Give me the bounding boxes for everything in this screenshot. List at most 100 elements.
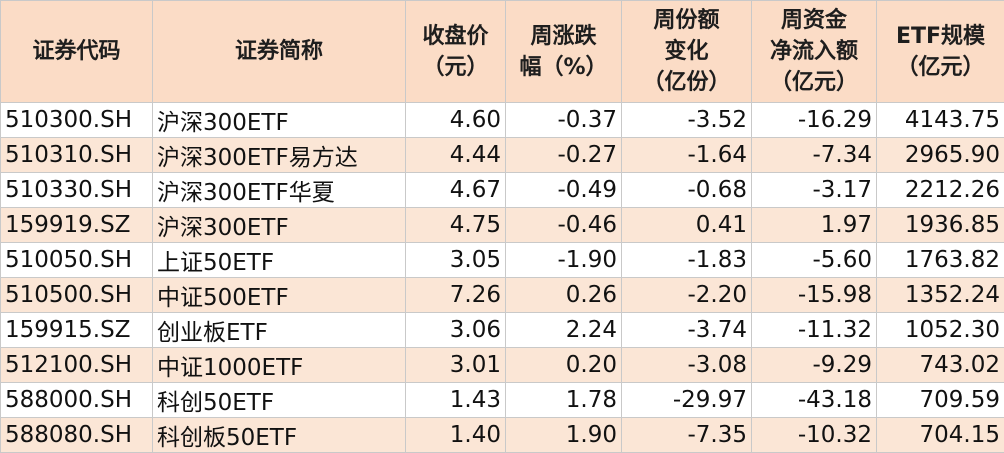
table-row: 159915.SZ 创业板ETF 3.06 2.24 -3.74 -11.32 …	[1, 313, 1004, 348]
cell-etf-size: 1052.30	[877, 313, 1004, 348]
table-header: 证券代码 证券简称 收盘价 （元） 周涨跌 幅（%） 周份额 变化 （亿份） 周…	[1, 1, 1004, 103]
header-security-code: 证券代码	[1, 1, 153, 103]
header-line: 证券代码	[5, 36, 148, 67]
cell-net-inflow: -43.18	[752, 383, 877, 418]
cell-etf-size: 1763.82	[877, 243, 1004, 278]
cell-etf-size: 743.02	[877, 348, 1004, 383]
cell-etf-size: 709.59	[877, 383, 1004, 418]
header-line: 周资金	[756, 5, 872, 36]
cell-security-code: 588000.SH	[1, 383, 153, 418]
cell-share-change: -7.35	[622, 418, 752, 453]
cell-security-name: 沪深300ETF易方达	[153, 138, 406, 173]
cell-weekly-change: -0.46	[506, 208, 622, 243]
cell-weekly-change: 2.24	[506, 313, 622, 348]
cell-security-code: 159915.SZ	[1, 313, 153, 348]
cell-net-inflow: 1.97	[752, 208, 877, 243]
header-line: 净流入额	[756, 36, 872, 67]
table-row: 510330.SH 沪深300ETF华夏 4.67 -0.49 -0.68 -3…	[1, 173, 1004, 208]
header-line: （亿元）	[881, 52, 1000, 83]
table-row: 510050.SH 上证50ETF 3.05 -1.90 -1.83 -5.60…	[1, 243, 1004, 278]
cell-close-price: 3.05	[406, 243, 506, 278]
cell-share-change: -2.20	[622, 278, 752, 313]
cell-security-name: 上证50ETF	[153, 243, 406, 278]
cell-security-code: 512100.SH	[1, 348, 153, 383]
cell-share-change: -0.68	[622, 173, 752, 208]
cell-net-inflow: -9.29	[752, 348, 877, 383]
cell-close-price: 1.40	[406, 418, 506, 453]
cell-net-inflow: -10.32	[752, 418, 877, 453]
cell-security-code: 159919.SZ	[1, 208, 153, 243]
cell-close-price: 7.26	[406, 278, 506, 313]
cell-security-name: 沪深300ETF华夏	[153, 173, 406, 208]
header-close-price: 收盘价 （元）	[406, 1, 506, 103]
cell-security-name: 沪深300ETF	[153, 208, 406, 243]
cell-close-price: 3.06	[406, 313, 506, 348]
cell-security-name: 沪深300ETF	[153, 103, 406, 138]
cell-etf-size: 4143.75	[877, 103, 1004, 138]
cell-weekly-change: -0.27	[506, 138, 622, 173]
table-row: 512100.SH 中证1000ETF 3.01 0.20 -3.08 -9.2…	[1, 348, 1004, 383]
cell-net-inflow: -11.32	[752, 313, 877, 348]
header-security-name: 证券简称	[153, 1, 406, 103]
header-line: （亿份）	[626, 67, 747, 98]
table-row: 588080.SH 科创板50ETF 1.40 1.90 -7.35 -10.3…	[1, 418, 1004, 453]
header-weekly-share-change: 周份额 变化 （亿份）	[622, 1, 752, 103]
cell-share-change: -1.64	[622, 138, 752, 173]
table-row: 510310.SH 沪深300ETF易方达 4.44 -0.27 -1.64 -…	[1, 138, 1004, 173]
cell-share-change: -29.97	[622, 383, 752, 418]
cell-net-inflow: -16.29	[752, 103, 877, 138]
cell-security-name: 科创板50ETF	[153, 418, 406, 453]
table-row: 510500.SH 中证500ETF 7.26 0.26 -2.20 -15.9…	[1, 278, 1004, 313]
cell-share-change: -1.83	[622, 243, 752, 278]
cell-security-code: 588080.SH	[1, 418, 153, 453]
header-weekly-change: 周涨跌 幅（%）	[506, 1, 622, 103]
header-line: 收盘价	[410, 21, 501, 52]
cell-weekly-change: 0.20	[506, 348, 622, 383]
cell-net-inflow: -3.17	[752, 173, 877, 208]
cell-etf-size: 704.15	[877, 418, 1004, 453]
header-line: 证券简称	[157, 36, 401, 67]
cell-etf-size: 2965.90	[877, 138, 1004, 173]
header-line: （亿元）	[756, 67, 872, 98]
cell-close-price: 4.67	[406, 173, 506, 208]
cell-net-inflow: -5.60	[752, 243, 877, 278]
cell-weekly-change: -0.37	[506, 103, 622, 138]
header-etf-size: ETF规模 （亿元）	[877, 1, 1004, 103]
cell-security-name: 科创50ETF	[153, 383, 406, 418]
cell-weekly-change: -0.49	[506, 173, 622, 208]
cell-security-code: 510330.SH	[1, 173, 153, 208]
cell-weekly-change: -1.90	[506, 243, 622, 278]
cell-security-code: 510500.SH	[1, 278, 153, 313]
cell-security-code: 510050.SH	[1, 243, 153, 278]
table-row: 588000.SH 科创50ETF 1.43 1.78 -29.97 -43.1…	[1, 383, 1004, 418]
table-row: 159919.SZ 沪深300ETF 4.75 -0.46 0.41 1.97 …	[1, 208, 1004, 243]
header-weekly-net-inflow: 周资金 净流入额 （亿元）	[752, 1, 877, 103]
cell-close-price: 1.43	[406, 383, 506, 418]
header-line: 周份额	[626, 5, 747, 36]
cell-close-price: 4.60	[406, 103, 506, 138]
cell-net-inflow: -15.98	[752, 278, 877, 313]
cell-close-price: 4.44	[406, 138, 506, 173]
cell-weekly-change: 1.90	[506, 418, 622, 453]
cell-security-code: 510300.SH	[1, 103, 153, 138]
header-line: 周涨跌	[510, 21, 617, 52]
table-row: 510300.SH 沪深300ETF 4.60 -0.37 -3.52 -16.…	[1, 103, 1004, 138]
cell-share-change: 0.41	[622, 208, 752, 243]
cell-share-change: -3.08	[622, 348, 752, 383]
header-line: 变化	[626, 36, 747, 67]
header-row: 证券代码 证券简称 收盘价 （元） 周涨跌 幅（%） 周份额 变化 （亿份） 周…	[1, 1, 1004, 103]
cell-weekly-change: 1.78	[506, 383, 622, 418]
header-line: 幅（%）	[510, 52, 617, 83]
cell-share-change: -3.74	[622, 313, 752, 348]
header-line: （元）	[410, 52, 501, 83]
cell-etf-size: 1352.24	[877, 278, 1004, 313]
cell-security-name: 创业板ETF	[153, 313, 406, 348]
cell-security-code: 510310.SH	[1, 138, 153, 173]
cell-close-price: 3.01	[406, 348, 506, 383]
cell-security-name: 中证500ETF	[153, 278, 406, 313]
cell-etf-size: 1936.85	[877, 208, 1004, 243]
cell-weekly-change: 0.26	[506, 278, 622, 313]
cell-share-change: -3.52	[622, 103, 752, 138]
table-body: 510300.SH 沪深300ETF 4.60 -0.37 -3.52 -16.…	[1, 103, 1004, 453]
